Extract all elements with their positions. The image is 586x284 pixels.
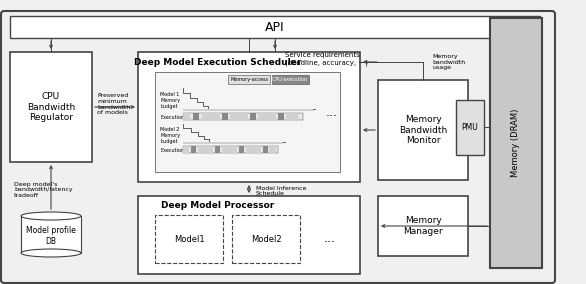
Bar [222,146,237,153]
Text: CPU
Bandwidth
Regulator: CPU Bandwidth Regulator [27,92,75,122]
Bar [193,113,199,120]
Text: API: API [265,20,285,34]
Text: Service requirements
(deadline, accuracy, ···): Service requirements (deadline, accuracy… [285,52,368,66]
Bar [456,100,484,155]
Text: ...: ... [324,233,336,245]
Bar [272,75,309,84]
Bar [258,113,276,120]
Bar [155,72,340,172]
Ellipse shape [21,249,81,257]
Bar [269,146,276,153]
Bar [246,146,261,153]
Text: Preserved
minimum
bandwidth
of models: Preserved minimum bandwidth of models [97,93,130,115]
Bar [183,113,303,120]
Bar [21,216,81,253]
Bar [215,146,220,153]
Text: Memory
Manager: Memory Manager [403,216,443,236]
Text: Model profile
DB: Model profile DB [26,226,76,246]
Ellipse shape [21,212,81,220]
Bar [230,113,248,120]
Bar [250,113,256,120]
Bar [286,113,298,120]
Text: Model 1
Memory
budget: Model 1 Memory budget [160,92,180,108]
Bar [378,196,468,256]
Text: Deep Model Execution Scheduler: Deep Model Execution Scheduler [134,57,302,66]
Bar [10,52,92,162]
Text: Execution: Execution [160,114,184,120]
Bar [228,75,270,84]
Text: Deep model's
bandwidth/latency
tradeoff: Deep model's bandwidth/latency tradeoff [14,182,73,198]
Bar [138,196,360,274]
Bar [10,16,540,38]
Bar [155,215,223,263]
Text: ...: ... [326,105,338,118]
Text: Model2: Model2 [251,235,281,243]
Bar [263,146,268,153]
Text: Memory
Bandwidth
Monitor: Memory Bandwidth Monitor [399,115,447,145]
Text: Deep Model Processor: Deep Model Processor [161,202,275,210]
Text: Model1: Model1 [173,235,205,243]
Bar [183,146,189,153]
Bar [138,52,360,182]
Text: PMU: PMU [462,122,478,131]
Text: Model Inference
Schedule: Model Inference Schedule [256,186,306,197]
Text: Memory-access: Memory-access [230,77,268,82]
Bar [202,113,220,120]
Text: Memory (DRAM): Memory (DRAM) [512,109,520,177]
Text: CPU execution: CPU execution [272,77,308,82]
Bar [232,215,300,263]
Bar [278,113,284,120]
Text: Execution: Execution [160,147,184,153]
Bar [183,146,278,153]
Bar [183,109,313,111]
Text: Model 2
Memory
budget: Model 2 Memory budget [160,127,180,144]
FancyBboxPatch shape [1,11,555,283]
Bar [222,113,228,120]
Bar [183,142,283,144]
Bar [183,113,190,120]
Bar [490,18,542,268]
Text: Memory
bandwidth
usage: Memory bandwidth usage [432,54,465,70]
Bar [239,146,244,153]
Bar [378,80,468,180]
Bar [198,146,213,153]
Bar [191,146,196,153]
